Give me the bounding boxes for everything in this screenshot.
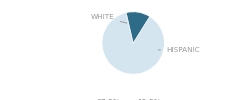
Wedge shape [102,13,164,74]
Wedge shape [126,12,150,43]
Text: WHITE: WHITE [91,14,127,23]
Legend: 87.5%, 12.5%: 87.5%, 12.5% [83,96,165,100]
Text: HISPANIC: HISPANIC [158,47,200,53]
